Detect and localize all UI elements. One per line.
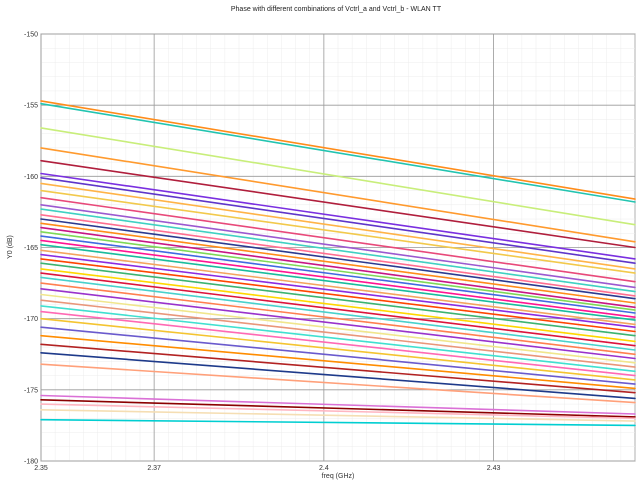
series-line (40, 172, 636, 260)
series-line (40, 403, 636, 420)
series-line (40, 262, 636, 337)
series-line (40, 343, 636, 394)
x-tick-label: 2.4 (319, 465, 329, 472)
series-lines (40, 100, 636, 427)
y-tick-label: -155 (24, 103, 38, 110)
series-line (40, 218, 636, 300)
series-line (40, 305, 636, 373)
series-line (40, 102, 636, 203)
series-line (40, 408, 636, 422)
x-tick-label: 2.43 (487, 465, 501, 472)
series-line (40, 287, 636, 360)
y-tick-label: -160 (24, 174, 38, 181)
series-line (40, 249, 636, 326)
series-line (40, 226, 636, 309)
series-line (40, 253, 636, 329)
series-line (40, 334, 636, 390)
series-line (40, 268, 636, 343)
x-tick-label: 2.37 (147, 465, 161, 472)
y-tick-label: -180 (24, 459, 38, 466)
series-line (40, 299, 636, 368)
series-line (40, 272, 636, 347)
series-line (40, 208, 636, 293)
series-line (40, 293, 636, 364)
series-line (40, 182, 636, 270)
series-line (40, 214, 636, 297)
series-line (40, 159, 636, 249)
series-line (40, 204, 636, 289)
series-line (40, 282, 636, 356)
tick-labels: 2.35 2.37 2.4 2.43 -150 -155 -160 -165 -170 -175 -… (24, 32, 501, 473)
series-line (40, 363, 636, 404)
series-line (40, 239, 636, 319)
y-tick-label: -170 (24, 316, 38, 323)
chart-title: Phase with different combinations of Vct… (231, 6, 442, 13)
series-line (40, 235, 636, 314)
series-line (40, 100, 636, 200)
series-line (40, 398, 636, 418)
series-line (40, 317, 636, 381)
y-tick-label: -175 (24, 387, 38, 394)
series-line (40, 243, 636, 321)
series-line (40, 276, 636, 351)
series-line (40, 222, 636, 304)
series-line (40, 231, 636, 311)
series-line (40, 147, 636, 243)
series-line (40, 258, 636, 333)
y-axis-label: Y0 (dB) (7, 235, 14, 259)
series-line (40, 189, 636, 274)
x-axis-label: freq (GHz) (322, 473, 355, 480)
y-tick-label: -165 (24, 245, 38, 252)
series-line (40, 310, 636, 377)
series-line (40, 418, 636, 427)
x-tick-label: 2.35 (34, 465, 48, 472)
series-line (40, 196, 636, 283)
series-line (40, 394, 636, 415)
y-tick-label: -150 (24, 32, 38, 39)
series-line (40, 326, 636, 385)
series-line (40, 351, 636, 400)
series-line (40, 127, 636, 226)
series-line (40, 177, 636, 265)
